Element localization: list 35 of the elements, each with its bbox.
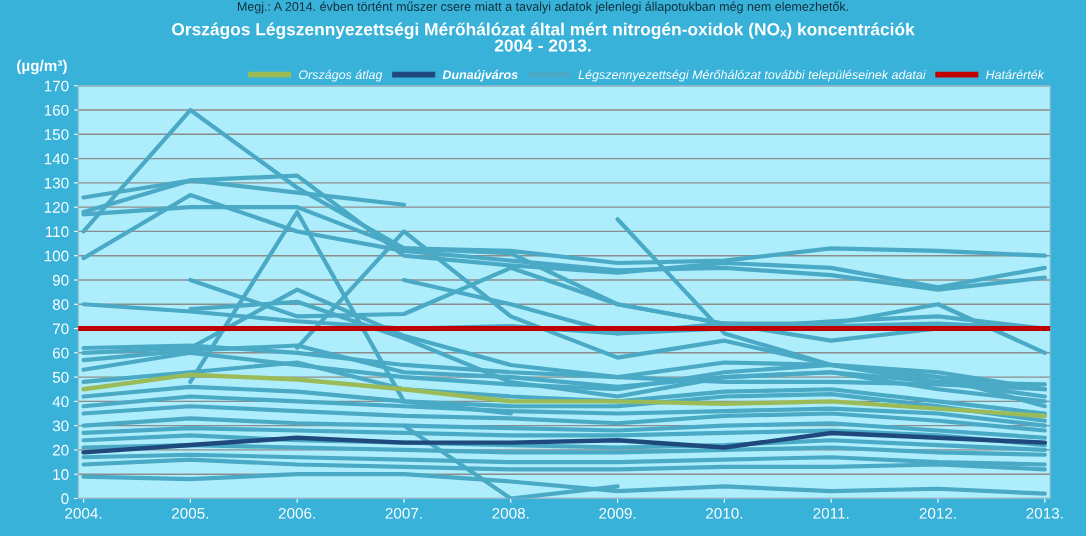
y-tick-label: 150 [44,129,69,140]
y-tick-label: 100 [44,250,69,262]
y-tick-label: 40 [52,396,69,408]
x-tick-label: 2009. [599,507,636,519]
y-axis-title: (µg/m³) [17,59,67,75]
x-tick-label: 2005. [172,507,209,519]
legend-label: Országos átlag [299,69,383,82]
y-tick-label: 110 [45,226,69,238]
y-tick-label: 50 [52,371,69,383]
x-tick-label: 2007. [385,507,422,519]
y-tick-label: 120 [44,202,69,213]
x-tick-label: 2008. [492,507,529,519]
x-tick-label: 2004. [65,507,102,519]
legend-label: Dunaújváros [442,69,518,82]
x-tick-label: 2010. [706,507,743,519]
x-tick-label: 2012. [919,507,956,519]
x-tick-label: 2011. [813,507,849,519]
y-tick-label: 140 [44,153,69,165]
y-tick-label: 60 [52,347,69,359]
y-tick-label: 20 [52,444,69,456]
y-tick-label: 90 [52,274,69,286]
x-tick-label: 2013. [1026,507,1063,519]
chart-title: Országos Légszennyezettségi Mérőhálózat által mért nitrogén-oxidok (NOₓ) koncentrációk 2004 - 2013. [172,22,915,52]
y-tick-label: 170 [44,80,69,92]
y-tick-label: 160 [44,104,69,116]
y-tick-label: 10 [53,469,69,480]
y-tick-label: 130 [44,177,69,189]
y-tick-label: 70 [52,323,69,335]
y-tick-label: 80 [52,299,69,310]
legend-label: Légszennyezettségi Mérőhálózat további településeinek adatai [578,69,926,82]
x-tick-label: 2006. [278,507,315,519]
y-tick-label: 30 [52,420,69,432]
y-tick-label: 0 [61,493,69,505]
legend-label: Határérték [985,69,1045,80]
text: Megj.: A 2014. évben történt műszer csere miatt a tavalyi adatok jelenlegi állapotukban még nem elemezhetők. [237,1,848,14]
